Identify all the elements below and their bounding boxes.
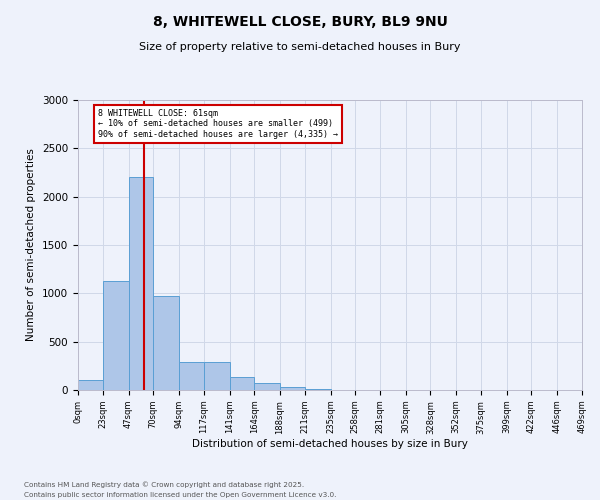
Bar [204, 362, 230, 390]
Bar [103, 281, 128, 390]
Bar [179, 362, 204, 390]
Text: 8 WHITEWELL CLOSE: 61sqm
← 10% of semi-detached houses are smaller (499)
90% of : 8 WHITEWELL CLOSE: 61sqm ← 10% of semi-d… [98, 108, 338, 138]
Bar [305, 389, 331, 390]
Bar [128, 178, 153, 390]
Bar [153, 296, 179, 390]
Text: 8, WHITEWELL CLOSE, BURY, BL9 9NU: 8, WHITEWELL CLOSE, BURY, BL9 9NU [152, 15, 448, 29]
Bar [280, 387, 305, 390]
X-axis label: Distribution of semi-detached houses by size in Bury: Distribution of semi-detached houses by … [192, 439, 468, 449]
Text: Contains public sector information licensed under the Open Government Licence v3: Contains public sector information licen… [24, 492, 337, 498]
Bar [254, 383, 280, 390]
Text: Size of property relative to semi-detached houses in Bury: Size of property relative to semi-detach… [139, 42, 461, 52]
Bar [230, 378, 254, 390]
Y-axis label: Number of semi-detached properties: Number of semi-detached properties [26, 148, 37, 342]
Bar [78, 380, 103, 390]
Text: Contains HM Land Registry data © Crown copyright and database right 2025.: Contains HM Land Registry data © Crown c… [24, 481, 304, 488]
